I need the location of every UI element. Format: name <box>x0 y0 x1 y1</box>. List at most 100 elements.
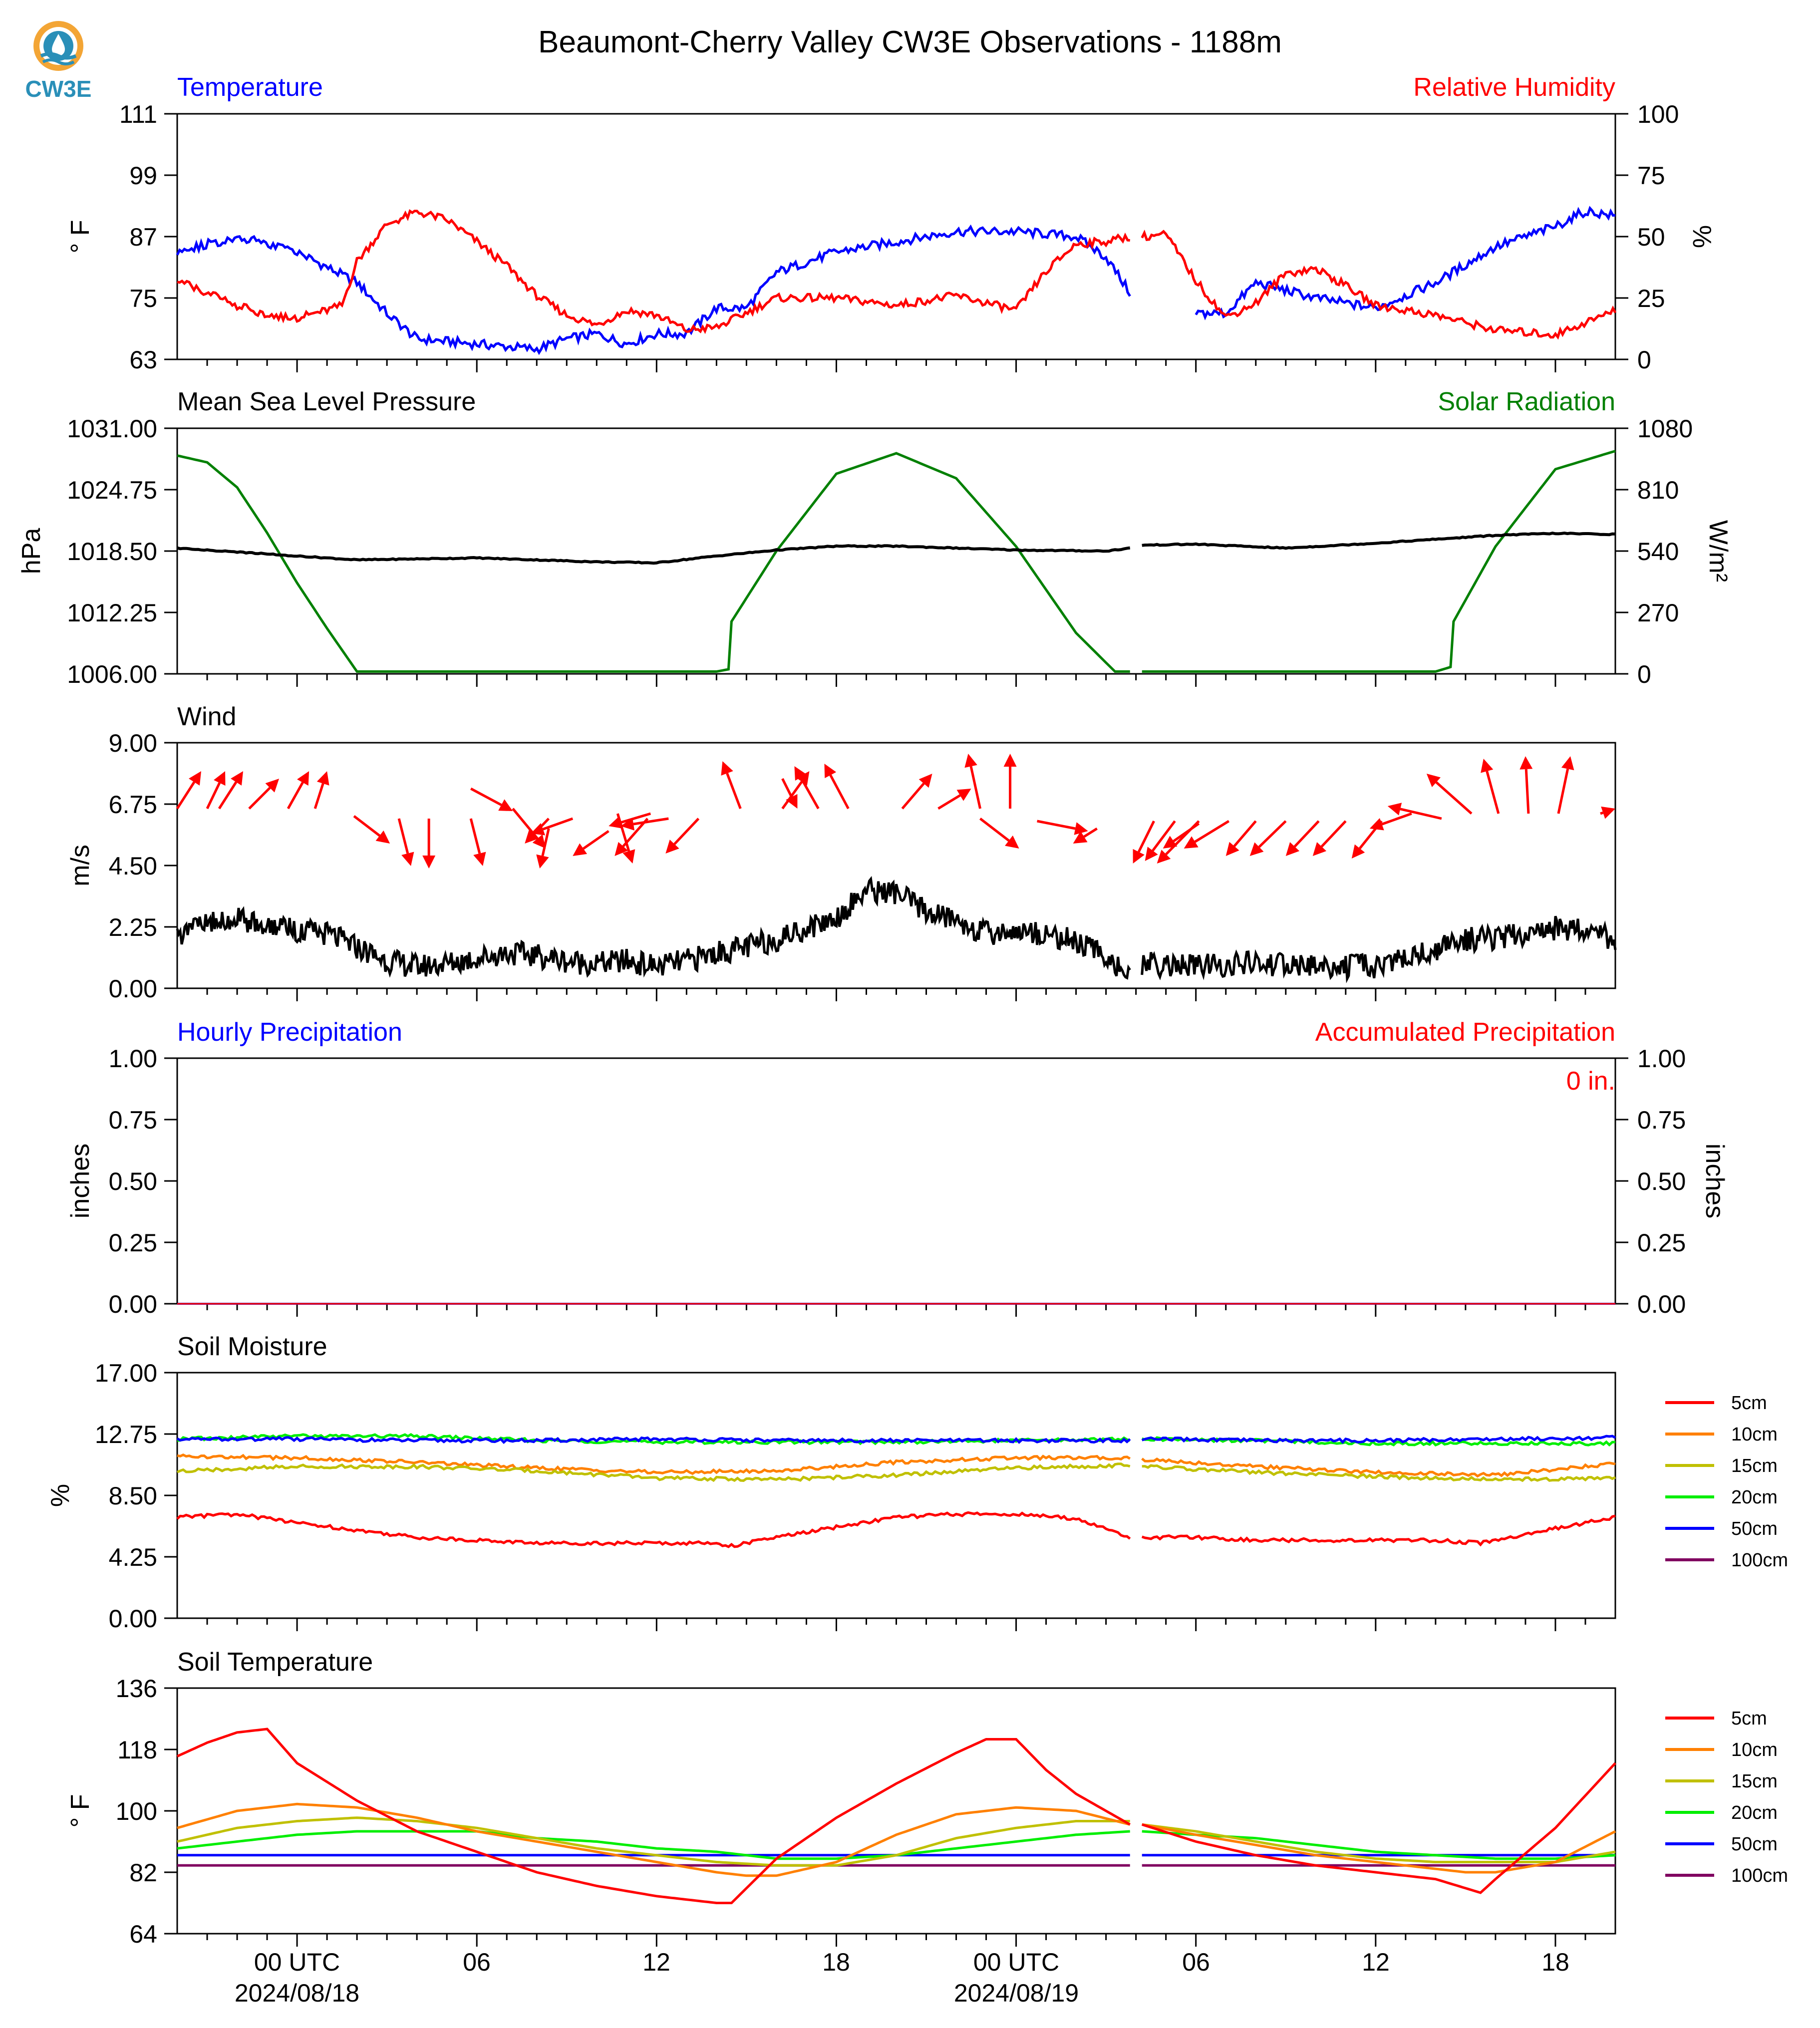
x-tick-label: 18 <box>1541 1948 1569 1976</box>
wind-title: Wind <box>177 702 236 731</box>
wind-arrow <box>248 779 280 810</box>
precip-y-label: inches <box>66 1144 95 1218</box>
x-tick-label: 12 <box>642 1948 670 1976</box>
wind-arrow <box>1557 756 1574 814</box>
legend-label: 20cm <box>1731 1487 1778 1508</box>
y-tick-label: 0.00 <box>109 1605 157 1633</box>
wind-y-label: m/s <box>66 845 95 886</box>
humidity-line <box>177 209 1617 340</box>
solar-radiation-line <box>177 450 1616 673</box>
legend-label: 5cm <box>1731 1393 1767 1414</box>
temperature-right-ticks: 100 75 50 25 0 <box>1615 100 1679 374</box>
wind-arrow <box>901 774 932 810</box>
x-axis-ticks <box>206 988 1586 1001</box>
humidity-title: Relative Humidity <box>1413 73 1615 102</box>
y2-tick-label: 0 <box>1637 346 1651 374</box>
y-tick-label: 1012.25 <box>67 599 157 627</box>
wind-arrow <box>531 817 574 836</box>
legend-label: 20cm <box>1731 1802 1778 1823</box>
precip-total-label: 0 in. <box>1566 1067 1615 1096</box>
wind-arrow <box>422 819 436 869</box>
wind-arrow <box>608 812 651 829</box>
x-tick-label: 00 UTC <box>973 1948 1059 1976</box>
wind-arrow <box>1073 827 1098 844</box>
wind-arrow <box>1285 820 1320 856</box>
wind-arrow <box>620 817 669 831</box>
logo-text: CW3E <box>25 76 92 102</box>
wind-arrow <box>964 754 982 809</box>
legend-label: 10cm <box>1731 1739 1778 1760</box>
legend-item: 20cm <box>1665 1802 1778 1823</box>
wind-arrow <box>1133 820 1155 864</box>
legend-item: 10cm <box>1665 1424 1778 1445</box>
x-tick-label: 00 UTC <box>254 1948 340 1976</box>
wind-arrow <box>1037 820 1088 835</box>
y2-tick-label: 100 <box>1637 100 1679 128</box>
y2-tick-label: 540 <box>1637 538 1679 566</box>
y-tick-label: 1031.00 <box>67 415 157 443</box>
wind-arrow <box>824 764 850 810</box>
legend-label: 50cm <box>1731 1518 1778 1539</box>
wind-arrow <box>1426 774 1473 815</box>
legend-item: 50cm <box>1665 1834 1778 1855</box>
x-axis-ticks <box>206 1304 1586 1317</box>
temperature-line <box>176 206 1616 355</box>
wind-direction-arrows <box>176 754 1615 869</box>
wind-arrow <box>176 771 202 810</box>
series-line-10cm <box>177 1453 1616 1478</box>
x-axis-labels: 00 UTC 06 12 18 00 UTC 06 12 18 2024/08/… <box>235 1948 1569 2007</box>
temperature-title: Temperature <box>177 73 323 102</box>
y2-tick-label: 0 <box>1637 660 1651 688</box>
accum-precip-title: Accumulated Precipitation <box>1315 1018 1615 1047</box>
x-tick-label: 06 <box>1182 1948 1210 1976</box>
wind-arrow <box>206 771 226 810</box>
wind-arrow <box>665 818 700 854</box>
y2-tick-label: 50 <box>1637 223 1665 251</box>
temperature-plot-frame <box>176 113 1616 360</box>
y-tick-label: 0.00 <box>109 975 157 1003</box>
soil-temp-plot-frame <box>176 1687 1616 1935</box>
solar-title: Solar Radiation <box>1438 387 1615 416</box>
x-date-label: 2024/08/18 <box>235 1979 359 2007</box>
temperature-panel: Temperature Relative Humidity 111 99 87 … <box>66 73 1716 374</box>
y-tick-label: 0.75 <box>109 1106 157 1134</box>
y-tick-label: 1.00 <box>109 1045 157 1073</box>
y-tick-label: 4.50 <box>109 852 157 880</box>
y-tick-label: 9.00 <box>109 729 157 757</box>
legend-item: 15cm <box>1665 1771 1778 1792</box>
pressure-left-ticks: 1031.00 1024.75 1018.50 1012.25 1006.00 <box>67 415 177 688</box>
wind-arrow <box>1249 820 1287 856</box>
soil-temp-y-label: ° F <box>66 1794 95 1827</box>
y-tick-label: 118 <box>117 1736 157 1764</box>
x-axis-ticks <box>206 1934 1586 1947</box>
wind-arrow <box>1312 820 1347 856</box>
wind-arrow <box>794 766 820 810</box>
legend-item: 5cm <box>1665 1393 1767 1414</box>
soil-moisture-y-label: % <box>46 1484 75 1507</box>
wind-arrow <box>1003 754 1017 809</box>
wind-arrow <box>1145 820 1176 861</box>
y-tick-label: 64 <box>129 1920 157 1948</box>
y2-tick-label: 0.00 <box>1637 1290 1686 1318</box>
y2-tick-label: 75 <box>1637 162 1665 190</box>
y2-tick-label: 810 <box>1637 476 1679 504</box>
legend-item: 100cm <box>1665 1865 1788 1886</box>
series-line-10cm <box>177 1802 1616 1877</box>
y-tick-label: 4.25 <box>109 1543 157 1571</box>
wind-panel: Wind 9.00 6.75 4.50 2.25 0.00 m/s <box>66 702 1617 1003</box>
y-tick-label: 75 <box>129 285 157 312</box>
soil-moisture-series <box>176 1433 1616 1548</box>
legend-item: 20cm <box>1665 1487 1778 1508</box>
legend-item: 5cm <box>1665 1708 1767 1729</box>
pressure-title: Mean Sea Level Pressure <box>177 387 476 416</box>
y-tick-label: 0.25 <box>109 1229 157 1257</box>
pressure-line <box>177 531 1616 565</box>
series-line-50cm <box>176 1435 1616 1444</box>
y-tick-label: 0.00 <box>109 1290 157 1318</box>
pressure-panel: Mean Sea Level Pressure Solar Radiation … <box>17 387 1733 688</box>
legend-label: 5cm <box>1731 1708 1767 1729</box>
series-line-5cm <box>176 1728 1616 1904</box>
wind-arrow <box>1481 759 1500 814</box>
wind-left-ticks: 9.00 6.75 4.50 2.25 0.00 <box>109 729 177 1003</box>
y-tick-label: 111 <box>119 100 157 128</box>
